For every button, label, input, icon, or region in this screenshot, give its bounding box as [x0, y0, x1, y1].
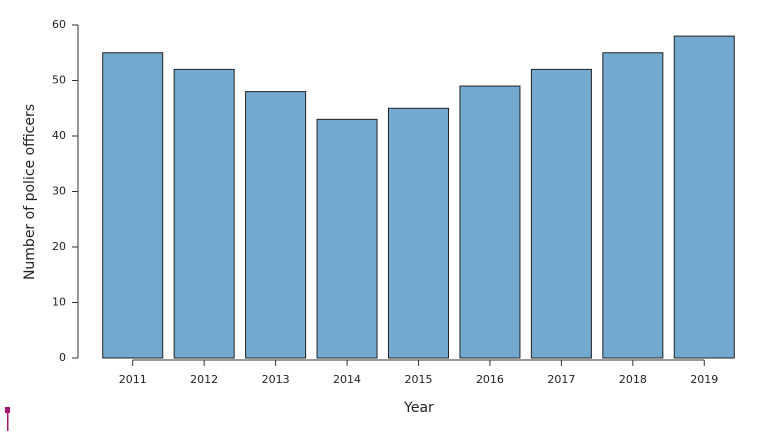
bar	[316, 118, 378, 359]
x-tick-label: 2014	[333, 373, 361, 386]
x-tick-label: 2017	[547, 373, 575, 386]
y-tick-label: 60	[52, 18, 66, 31]
bar	[173, 68, 235, 359]
bar	[602, 52, 664, 359]
y-tick-label: 40	[52, 129, 66, 142]
bar	[245, 91, 307, 359]
x-tick-label: 2012	[190, 373, 218, 386]
y-tick-label: 20	[52, 240, 66, 253]
y-tick-label: 50	[52, 74, 66, 87]
y-tick-label: 10	[52, 296, 66, 309]
x-tick-label: 2016	[476, 373, 504, 386]
bar	[459, 85, 521, 359]
x-tick-label: 2015	[405, 373, 433, 386]
y-tick-label: 30	[52, 185, 66, 198]
cursor-stem	[7, 413, 9, 431]
x-tick-label: 2011	[119, 373, 147, 386]
bar	[673, 35, 735, 359]
bar	[102, 52, 164, 359]
bar	[530, 68, 592, 359]
x-tick-label: 2013	[262, 373, 290, 386]
cursor-marker	[5, 407, 10, 413]
x-tick-label: 2019	[690, 373, 718, 386]
bar	[387, 107, 450, 359]
x-axis-title: Year	[403, 400, 434, 416]
y-axis-title: Number of police officers	[22, 104, 38, 280]
x-tick-label: 2018	[619, 373, 647, 386]
y-tick-label: 0	[59, 351, 66, 364]
